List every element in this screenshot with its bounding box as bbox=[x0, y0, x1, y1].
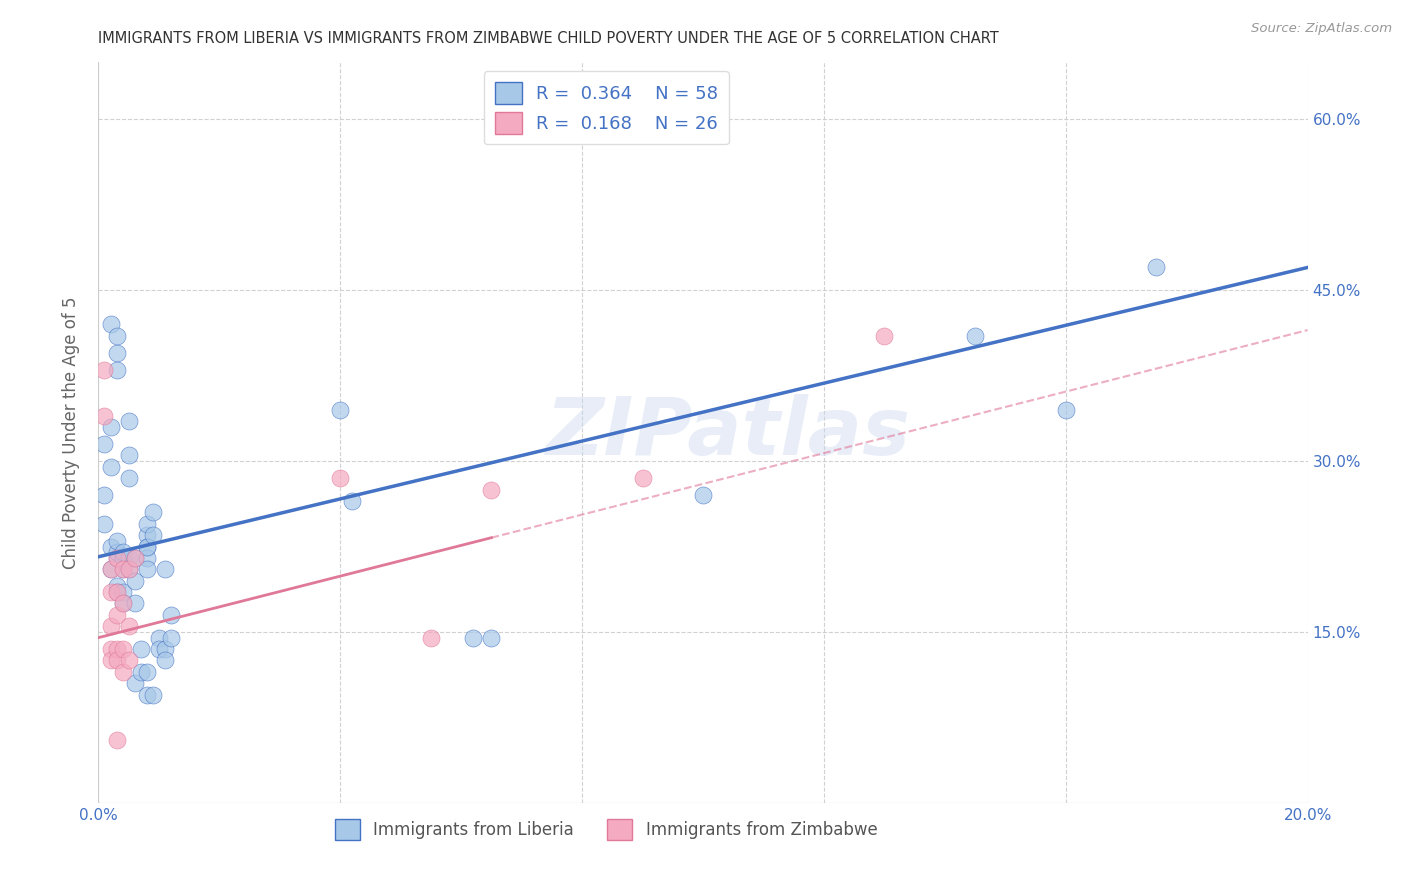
Point bbox=[118, 619, 141, 633]
Point bbox=[111, 550, 134, 565]
Text: ZIPatlas: ZIPatlas bbox=[544, 393, 910, 472]
Point bbox=[118, 550, 141, 565]
Point bbox=[93, 516, 115, 531]
Point bbox=[420, 631, 443, 645]
Point bbox=[160, 631, 183, 645]
Point bbox=[129, 665, 152, 679]
Point bbox=[124, 597, 146, 611]
Point bbox=[100, 619, 122, 633]
Point bbox=[93, 437, 115, 451]
Point bbox=[100, 318, 122, 332]
Point bbox=[118, 562, 141, 576]
Point bbox=[105, 533, 128, 548]
Point bbox=[124, 574, 146, 588]
Point bbox=[100, 562, 122, 576]
Point bbox=[135, 540, 157, 554]
Point bbox=[463, 631, 485, 645]
Point bbox=[100, 540, 122, 554]
Point bbox=[124, 676, 146, 690]
Point bbox=[142, 505, 165, 519]
Point bbox=[965, 328, 987, 343]
Point bbox=[160, 607, 183, 622]
Text: Source: ZipAtlas.com: Source: ZipAtlas.com bbox=[1251, 22, 1392, 36]
Point bbox=[111, 597, 134, 611]
Point bbox=[135, 688, 157, 702]
Point bbox=[100, 562, 122, 576]
Point bbox=[93, 363, 115, 377]
Point bbox=[100, 585, 122, 599]
Point bbox=[118, 414, 141, 428]
Point bbox=[93, 409, 115, 423]
Point bbox=[1144, 260, 1167, 275]
Point bbox=[481, 483, 503, 497]
Point bbox=[100, 420, 122, 434]
Point bbox=[105, 585, 128, 599]
Point bbox=[148, 642, 170, 657]
Point bbox=[105, 653, 128, 667]
Point bbox=[129, 642, 152, 657]
Point bbox=[329, 402, 352, 417]
Point bbox=[118, 449, 141, 463]
Point bbox=[135, 550, 157, 565]
Point bbox=[481, 631, 503, 645]
Point bbox=[100, 642, 122, 657]
Point bbox=[135, 528, 157, 542]
Point bbox=[1054, 402, 1077, 417]
Point bbox=[118, 562, 141, 576]
Point bbox=[135, 562, 157, 576]
Point bbox=[105, 545, 128, 559]
Point bbox=[142, 528, 165, 542]
Point bbox=[118, 653, 141, 667]
Point bbox=[631, 471, 654, 485]
Point bbox=[873, 328, 896, 343]
Point bbox=[111, 642, 134, 657]
Point bbox=[142, 688, 165, 702]
Point bbox=[105, 607, 128, 622]
Point bbox=[111, 585, 134, 599]
Point bbox=[148, 631, 170, 645]
Point bbox=[124, 550, 146, 565]
Point bbox=[105, 550, 128, 565]
Point bbox=[118, 471, 141, 485]
Point bbox=[105, 550, 128, 565]
Text: IMMIGRANTS FROM LIBERIA VS IMMIGRANTS FROM ZIMBABWE CHILD POVERTY UNDER THE AGE : IMMIGRANTS FROM LIBERIA VS IMMIGRANTS FR… bbox=[98, 31, 1000, 46]
Point bbox=[111, 562, 134, 576]
Point bbox=[111, 562, 134, 576]
Point bbox=[111, 545, 134, 559]
Point bbox=[100, 459, 122, 474]
Point bbox=[105, 642, 128, 657]
Point bbox=[124, 550, 146, 565]
Point bbox=[105, 346, 128, 360]
Point bbox=[105, 579, 128, 593]
Point bbox=[100, 653, 122, 667]
Point bbox=[105, 328, 128, 343]
Point bbox=[105, 363, 128, 377]
Point bbox=[153, 642, 176, 657]
Point bbox=[135, 540, 157, 554]
Point bbox=[153, 653, 176, 667]
Point bbox=[111, 597, 134, 611]
Point bbox=[342, 494, 364, 508]
Point bbox=[105, 733, 128, 747]
Y-axis label: Child Poverty Under the Age of 5: Child Poverty Under the Age of 5 bbox=[62, 296, 80, 569]
Point bbox=[692, 488, 714, 502]
Point bbox=[329, 471, 352, 485]
Point bbox=[135, 516, 157, 531]
Point bbox=[135, 665, 157, 679]
Point bbox=[153, 562, 176, 576]
Point bbox=[111, 665, 134, 679]
Point bbox=[93, 488, 115, 502]
Point bbox=[105, 585, 128, 599]
Legend: Immigrants from Liberia, Immigrants from Zimbabwe: Immigrants from Liberia, Immigrants from… bbox=[329, 813, 884, 847]
